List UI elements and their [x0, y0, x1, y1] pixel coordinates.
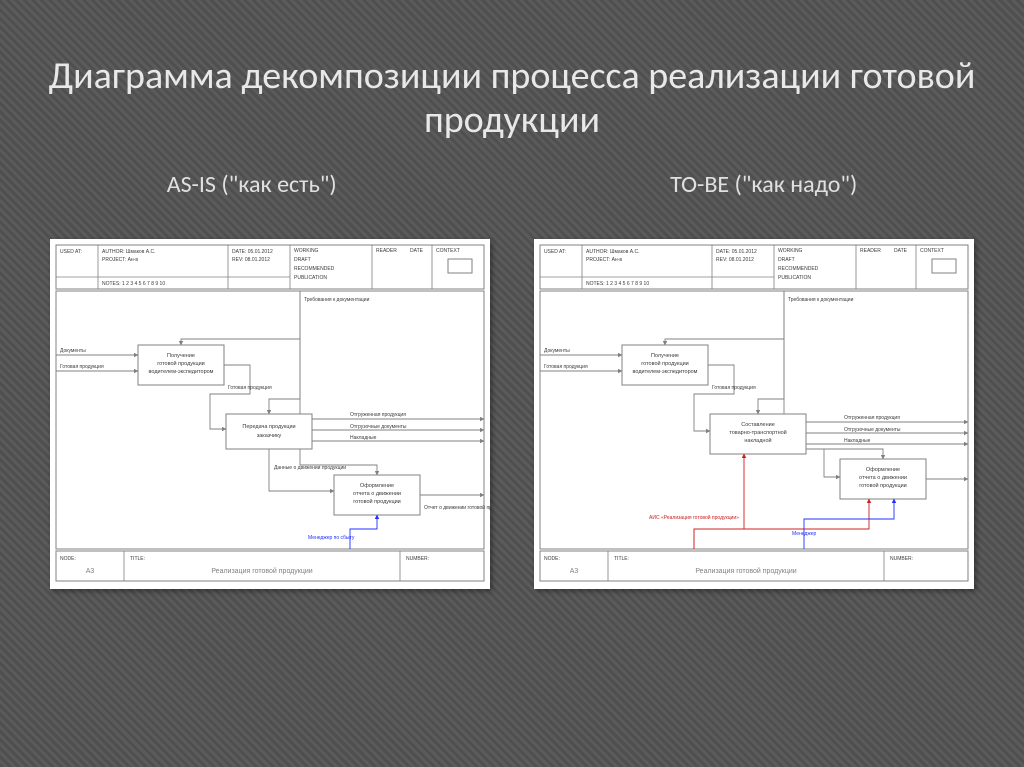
- svg-text:NOTES: 1 2 3 4 5 6 7 8 9 10: NOTES: 1 2 3 4 5 6 7 8 9 10: [102, 281, 165, 287]
- svg-text:Передача продукции: Передача продукции: [242, 424, 295, 430]
- svg-text:NUMBER:: NUMBER:: [406, 556, 429, 562]
- svg-text:Отгрузочные документы: Отгрузочные документы: [350, 424, 407, 430]
- svg-text:NODE:: NODE:: [544, 556, 560, 562]
- svg-text:Документы: Документы: [544, 348, 570, 354]
- svg-text:товарно-транспортной: товарно-транспортной: [729, 429, 787, 436]
- subtitle-asis: AS-IS ("как есть"): [167, 170, 337, 199]
- subtitle-tobe: TO-BE ("как надо"): [670, 170, 857, 199]
- svg-text:Отгрузочные документы: Отгрузочные документы: [844, 427, 901, 433]
- svg-text:PROJECT: Ан-в: PROJECT: Ан-в: [102, 257, 138, 263]
- svg-text:TITLE:: TITLE:: [614, 556, 629, 562]
- svg-text:Отгруженная продукция: Отгруженная продукция: [350, 412, 406, 418]
- svg-text:Требования к документации: Требования к документации: [788, 297, 854, 303]
- svg-text:накладной: накладной: [744, 437, 771, 444]
- svg-text:Накладные: Накладные: [350, 435, 377, 441]
- svg-text:Документы: Документы: [60, 348, 86, 354]
- svg-text:Отчет о движении готовой проду: Отчет о движении готовой продукции: [424, 504, 490, 511]
- svg-text:A3: A3: [86, 568, 95, 575]
- svg-text:водителем-экспедитором: водителем-экспедитором: [149, 369, 214, 375]
- svg-text:отчета о движении: отчета о движении: [353, 491, 401, 497]
- svg-text:DATE: DATE: [410, 248, 424, 254]
- svg-text:готовой продукции: готовой продукции: [859, 482, 907, 489]
- svg-text:PUBLICATION: PUBLICATION: [778, 275, 811, 281]
- svg-text:READER: READER: [860, 248, 881, 254]
- svg-text:DRAFT: DRAFT: [778, 257, 795, 263]
- svg-text:REV: 08.01.2012: REV: 08.01.2012: [232, 257, 270, 263]
- svg-text:NODE:: NODE:: [60, 556, 76, 562]
- asis-diagram: USED AT: AUTHOR: Шмаков А.С. PROJECT: Ан…: [50, 239, 490, 589]
- svg-text:REV: 08.01.2012: REV: 08.01.2012: [716, 257, 754, 263]
- svg-text:готовой продукции: готовой продукции: [641, 360, 689, 367]
- svg-text:Требования к документации: Требования к документации: [304, 297, 370, 303]
- svg-text:Готовая продукция: Готовая продукция: [228, 385, 272, 391]
- tobe-svg: USED AT: AUTHOR: Шмаков А.С. PROJECT: Ан…: [534, 239, 974, 589]
- svg-text:Готовая продукция: Готовая продукция: [712, 385, 756, 391]
- svg-text:Составление: Составление: [741, 422, 775, 428]
- svg-text:Отгруженная продукция: Отгруженная продукция: [844, 415, 900, 421]
- svg-text:USED AT:: USED AT:: [544, 249, 566, 255]
- svg-text:Получение: Получение: [167, 353, 195, 359]
- svg-text:DATE: 05.01.2012: DATE: 05.01.2012: [716, 249, 757, 255]
- tobe-diagram: USED AT: AUTHOR: Шмаков А.С. PROJECT: Ан…: [534, 239, 974, 589]
- svg-text:Реализация готовой продукции: Реализация готовой продукции: [211, 567, 312, 575]
- svg-text:Реализация готовой продукции: Реализация готовой продукции: [695, 567, 796, 575]
- svg-text:NUMBER:: NUMBER:: [890, 556, 913, 562]
- svg-text:PUBLICATION: PUBLICATION: [294, 275, 327, 281]
- svg-text:A3: A3: [570, 568, 579, 575]
- svg-text:Данные о движении продукции: Данные о движении продукции: [274, 465, 346, 471]
- svg-text:CONTEXT: CONTEXT: [436, 248, 460, 254]
- svg-text:заказчику: заказчику: [257, 433, 282, 439]
- svg-text:АИС «Реализация готовой продук: АИС «Реализация готовой продукции»: [649, 514, 739, 521]
- svg-text:WORKING: WORKING: [294, 248, 319, 254]
- svg-text:Готовая продукция: Готовая продукция: [544, 364, 588, 370]
- svg-text:готовой продукции: готовой продукции: [353, 498, 401, 505]
- node-a32: [226, 414, 312, 449]
- hdr-usedat: USED AT:: [60, 249, 82, 255]
- svg-text:Оформление: Оформление: [360, 483, 394, 489]
- svg-text:Менеджер: Менеджер: [792, 531, 816, 537]
- svg-text:водителем-экспедитором: водителем-экспедитором: [633, 369, 698, 375]
- svg-text:RECOMMENDED: RECOMMENDED: [294, 266, 335, 272]
- svg-text:PROJECT: Ан-в: PROJECT: Ан-в: [586, 257, 622, 263]
- svg-text:WORKING: WORKING: [778, 248, 803, 254]
- svg-text:Накладные: Накладные: [844, 438, 871, 444]
- svg-text:DATE: DATE: [894, 248, 908, 254]
- svg-text:TITLE:: TITLE:: [130, 556, 145, 562]
- slide-title: Диаграмма декомпозиции процесса реализац…: [0, 0, 1024, 152]
- svg-text:DATE: 05.01.2012: DATE: 05.01.2012: [232, 249, 273, 255]
- svg-text:DRAFT: DRAFT: [294, 257, 311, 263]
- svg-text:Получение: Получение: [651, 353, 679, 359]
- svg-text:Оформление: Оформление: [866, 467, 900, 473]
- svg-text:готовой продукции: готовой продукции: [157, 360, 205, 367]
- asis-svg: USED AT: AUTHOR: Шмаков А.С. PROJECT: Ан…: [50, 239, 490, 589]
- svg-text:AUTHOR: Шмаков А.С.: AUTHOR: Шмаков А.С.: [102, 249, 156, 255]
- svg-text:AUTHOR: Шмаков А.С.: AUTHOR: Шмаков А.С.: [586, 249, 640, 255]
- svg-text:Готовая продукция: Готовая продукция: [60, 364, 104, 370]
- svg-text:CONTEXT: CONTEXT: [920, 248, 944, 254]
- svg-text:отчета о движении: отчета о движении: [859, 475, 907, 481]
- svg-text:RECOMMENDED: RECOMMENDED: [778, 266, 819, 272]
- svg-text:Менеджер по сбыту: Менеджер по сбыту: [308, 535, 355, 541]
- svg-text:NOTES: 1 2 3 4 5 6 7 8 9 10: NOTES: 1 2 3 4 5 6 7 8 9 10: [586, 281, 649, 287]
- svg-text:READER: READER: [376, 248, 397, 254]
